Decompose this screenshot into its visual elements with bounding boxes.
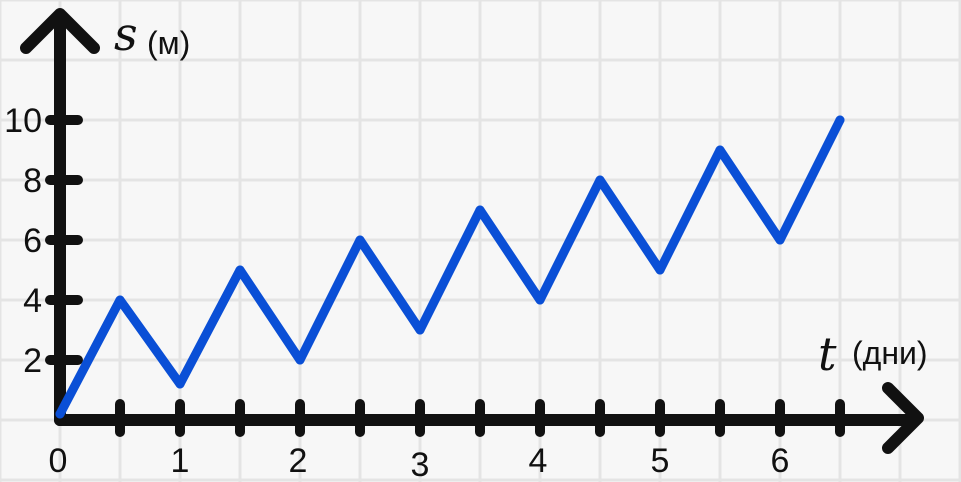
- y-tick-label: 2: [23, 342, 42, 380]
- data-point: [835, 115, 845, 125]
- data-point: [655, 265, 665, 275]
- x-axis-arrow: [882, 382, 924, 454]
- y-tick-label: 8: [23, 162, 42, 200]
- data-point: [175, 379, 185, 389]
- x-axis-unit-label: (дни): [852, 335, 928, 371]
- y-axis-unit-label: (м): [147, 25, 190, 61]
- x-tick-label: 1: [171, 442, 190, 480]
- x-tick-label: 0: [49, 442, 68, 480]
- y-axis-arrow: [20, 8, 100, 54]
- data-point: [595, 175, 605, 185]
- x-tick-label: 4: [529, 442, 548, 480]
- y-tick-label: 4: [23, 282, 42, 320]
- data-point: [235, 265, 245, 275]
- data-point: [115, 295, 125, 305]
- series-group: [55, 115, 845, 419]
- x-tick-label: 6: [771, 442, 790, 480]
- data-point: [295, 355, 305, 365]
- data-point: [715, 145, 725, 155]
- axis-labels: s (м) t (дни): [114, 7, 928, 381]
- data-point: [355, 235, 365, 245]
- y-axis-variable-label: s: [114, 7, 138, 61]
- data-point: [415, 325, 425, 335]
- data-point: [475, 205, 485, 215]
- axis-ticks: 0 1 2 3 4 5 6 2 4 6 8 10: [4, 102, 845, 482]
- y-tick-label: 6: [23, 222, 42, 260]
- data-point: [55, 409, 65, 419]
- x-tick-label: 5: [651, 442, 670, 480]
- x-tick-label: 3: [411, 446, 430, 482]
- data-point: [535, 295, 545, 305]
- data-point: [775, 235, 785, 245]
- x-axis-variable-label: t: [818, 327, 837, 381]
- x-tick-label: 2: [289, 442, 308, 480]
- series-line: [55, 115, 845, 419]
- y-tick-label: 10: [4, 102, 42, 140]
